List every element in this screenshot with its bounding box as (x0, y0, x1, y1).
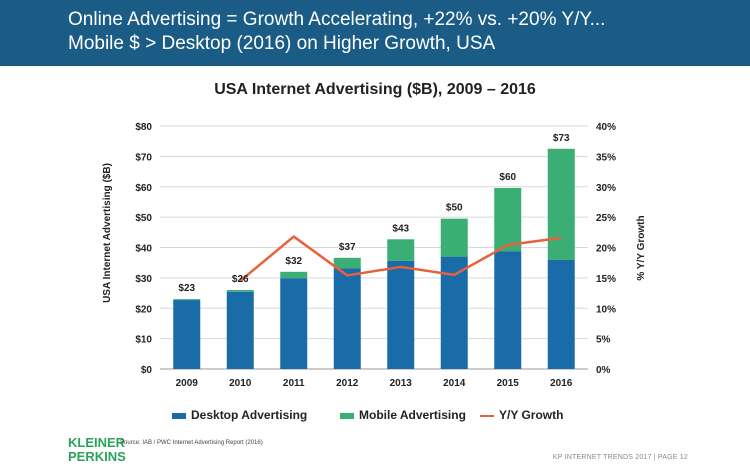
total-label: $37 (339, 242, 356, 253)
mobile-bar (173, 299, 201, 301)
y2-tick-label: 35% (596, 152, 616, 163)
total-label: $50 (446, 203, 463, 214)
x-tick-label: 2011 (283, 378, 305, 389)
desktop-bar (494, 251, 522, 369)
desktop-bar (547, 259, 575, 369)
desktop-bar (226, 291, 254, 369)
kleiner-perkins-logo: KLEINER PERKINS (68, 436, 126, 464)
mobile-bar (280, 271, 308, 279)
total-label: $60 (499, 172, 516, 183)
x-tick-label: 2010 (229, 378, 252, 389)
y2-tick-label: 15% (596, 274, 616, 285)
y-tick-label: $60 (135, 183, 152, 194)
x-tick-label: 2014 (443, 378, 466, 389)
x-tick-label: 2009 (176, 378, 199, 389)
y-tick-label: $40 (135, 244, 152, 255)
x-tick-label: 2013 (390, 378, 413, 389)
legend-desktop-swatch (172, 412, 186, 419)
x-tick-label: 2015 (497, 378, 520, 389)
x-tick-label: 2016 (550, 378, 573, 389)
slide-title-line-1: Online Advertising = Growth Accelerating… (68, 9, 606, 30)
mobile-bar (333, 257, 361, 269)
legend-mobile-swatch (340, 412, 354, 419)
growth-line (239, 235, 562, 282)
y-tick-label: $20 (135, 304, 152, 315)
y-tick-label: $70 (135, 152, 152, 163)
desktop-bar (173, 300, 201, 369)
legend-desktop-label: Desktop Advertising (191, 408, 308, 422)
y2-tick-label: 5% (596, 335, 611, 346)
y2-tick-label: 40% (596, 122, 616, 133)
legend-mobile-label: Mobile Advertising (359, 408, 466, 422)
desktop-bar (280, 278, 308, 369)
legend-growth-swatch (480, 414, 494, 417)
y2-tick-label: 0% (596, 365, 611, 376)
y2-tick-label: 20% (596, 244, 616, 255)
mobile-bar (226, 290, 254, 292)
mobile-bar (387, 239, 415, 261)
source-note: Source: IAB / PWC Internet Advertising R… (120, 440, 263, 446)
y-axis-label: USA Internet Advertising ($B) (102, 163, 113, 303)
total-label: $26 (232, 274, 249, 285)
x-tick-label: 2012 (336, 378, 359, 389)
desktop-bar (333, 268, 361, 369)
mobile-bar (547, 148, 575, 260)
total-label: $32 (285, 256, 302, 267)
logo-line-1: KLEINER (68, 435, 126, 450)
logo-line-2: PERKINS (68, 449, 126, 464)
mobile-bar (494, 187, 522, 252)
y-tick-label: $10 (135, 335, 152, 346)
y2-tick-label: 30% (596, 183, 616, 194)
y2-axis-label: % Y/Y Growth (636, 215, 647, 280)
page-footer: KP INTERNET TRENDS 2017 | PAGE 12 (552, 454, 688, 461)
slide-title-line-2: Mobile $ > Desktop (2016) on Higher Grow… (68, 33, 496, 54)
total-label: $43 (392, 223, 409, 234)
mobile-bar (440, 218, 468, 257)
desktop-bar (387, 260, 415, 369)
y-tick-label: $50 (135, 213, 152, 224)
legend-growth: Y/Y Growth (480, 408, 563, 422)
total-label: $23 (178, 283, 195, 294)
total-label: $73 (553, 133, 570, 144)
legend-desktop: Desktop Advertising (172, 408, 307, 422)
y2-tick-label: 10% (596, 304, 616, 315)
slide-header: Online Advertising = Growth Accelerating… (0, 0, 750, 66)
legend-growth-label: Y/Y Growth (499, 408, 564, 422)
y-tick-label: $30 (135, 274, 152, 285)
chart-title: USA Internet Advertising ($B), 2009 – 20… (214, 81, 536, 98)
legend-mobile: Mobile Advertising (340, 408, 466, 422)
y-tick-label: $80 (135, 122, 152, 133)
y2-tick-label: 25% (596, 213, 616, 224)
y-tick-label: $0 (141, 365, 153, 376)
